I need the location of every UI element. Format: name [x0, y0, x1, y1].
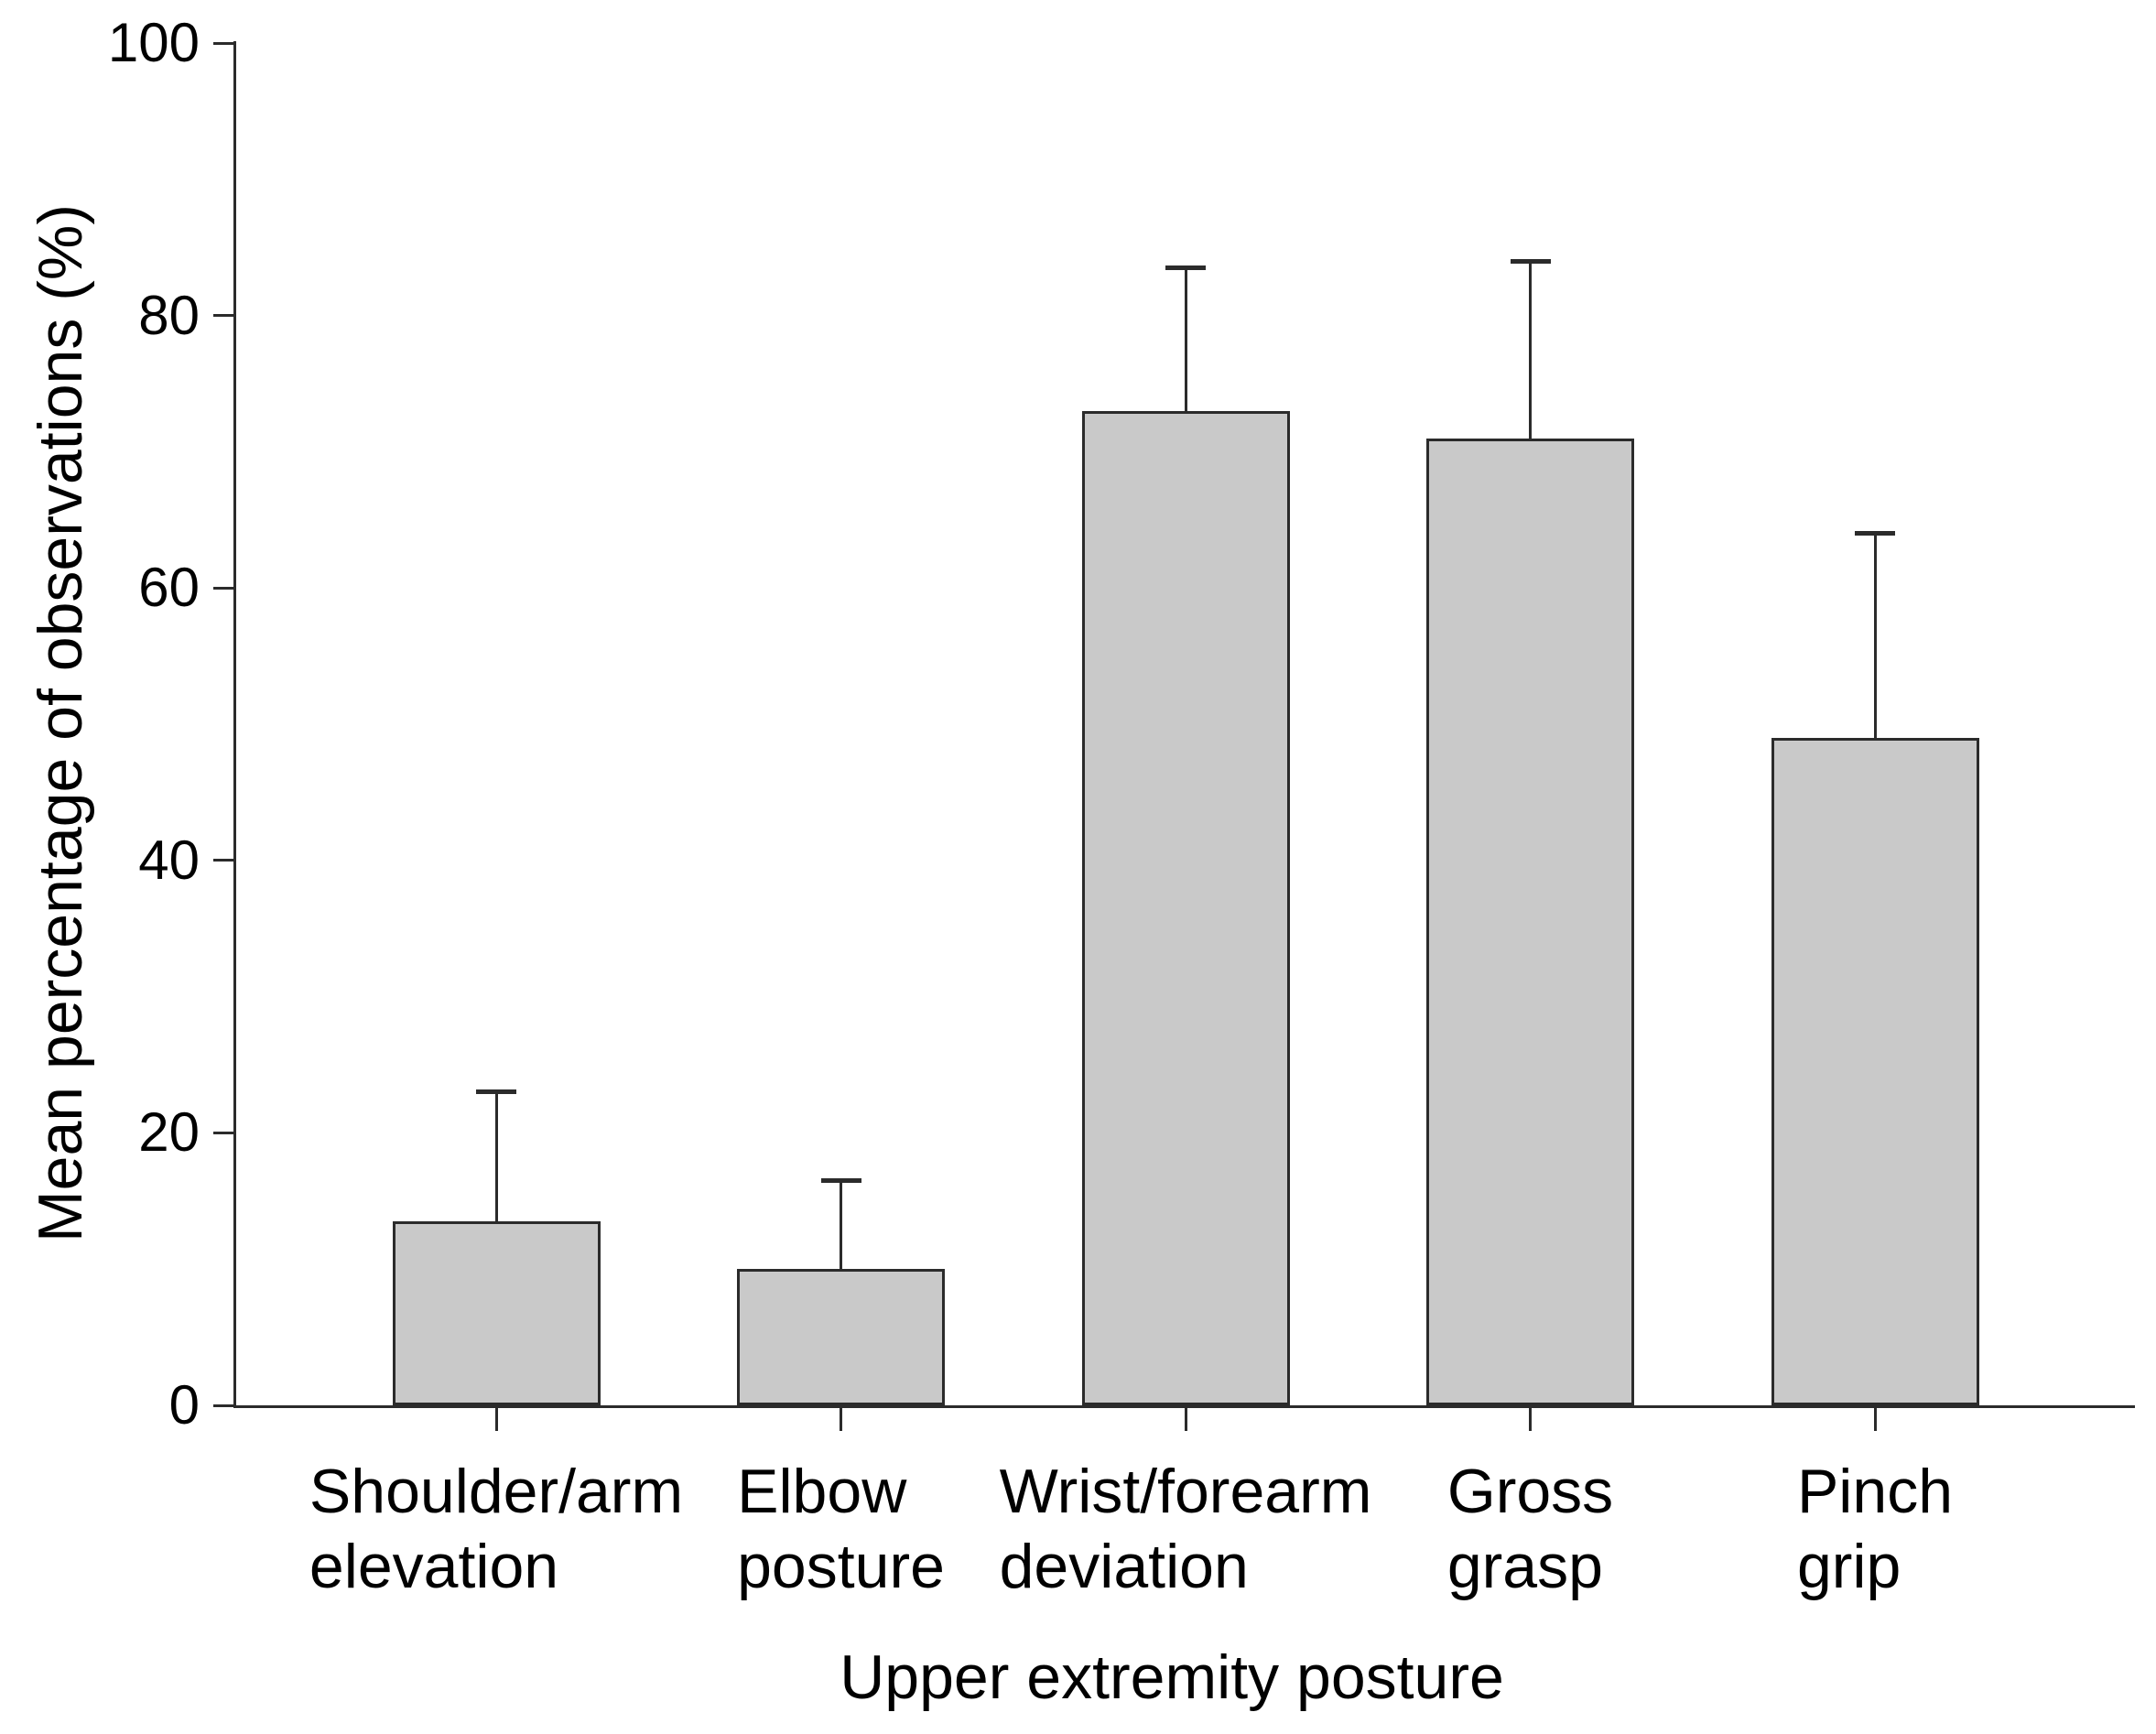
error-bar-stem [1529, 261, 1532, 439]
y-axis-title: Mean percentage of observations (%) [26, 204, 96, 1242]
bar-4 [1426, 438, 1634, 1405]
y-axis-tick-label: 40 [138, 829, 200, 891]
y-axis-tick [213, 41, 233, 45]
error-bar-stem [494, 1091, 498, 1222]
x-axis-title: Upper extremity posture [840, 1642, 1504, 1712]
y-axis-tick-label: 60 [138, 557, 200, 619]
bar-5 [1771, 737, 1979, 1405]
bar-3 [1081, 410, 1290, 1405]
x-axis-tick [494, 1408, 498, 1431]
x-axis-category-label: Pinch grip [1796, 1457, 1954, 1601]
y-axis-tick [213, 586, 233, 590]
error-bar-cap [1165, 266, 1206, 271]
x-axis-category-label: Gross grasp [1446, 1457, 1614, 1601]
y-axis-tick [213, 314, 233, 318]
x-axis-tick [1184, 1408, 1187, 1431]
error-bar-cap [1855, 531, 1895, 536]
error-bar-stem [1873, 533, 1877, 738]
x-axis-category-label: Elbow posture [737, 1457, 945, 1601]
error-bar-stem [840, 1180, 842, 1270]
x-axis-tick [1873, 1408, 1877, 1431]
y-axis-tick-label: 80 [138, 284, 200, 346]
bar-2 [737, 1269, 945, 1405]
error-bar-stem [1184, 267, 1187, 411]
y-axis-tick [213, 859, 233, 862]
x-axis-category-label: Wrist/forearm deviation [999, 1457, 1372, 1601]
y-axis-tick-label: 100 [107, 12, 200, 73]
y-axis-tick-label: 0 [168, 1374, 200, 1436]
y-axis-title-container: Mean percentage of observations (%) [13, 41, 108, 1405]
x-axis-tick [1529, 1408, 1532, 1431]
error-bar-cap [1510, 258, 1551, 264]
x-axis-category-label: Shoulder/arm elevation [309, 1457, 684, 1601]
y-axis-tick [213, 1403, 233, 1407]
x-axis-tick [840, 1408, 842, 1431]
error-bar-cap [476, 1089, 516, 1095]
y-axis-tick-label: 20 [138, 1101, 200, 1164]
y-axis-tick [213, 1131, 233, 1134]
bar-1 [392, 1221, 601, 1405]
plot-area: 0 20 40 60 80 100 [108, 15, 2135, 1434]
error-bar-cap [820, 1177, 861, 1183]
